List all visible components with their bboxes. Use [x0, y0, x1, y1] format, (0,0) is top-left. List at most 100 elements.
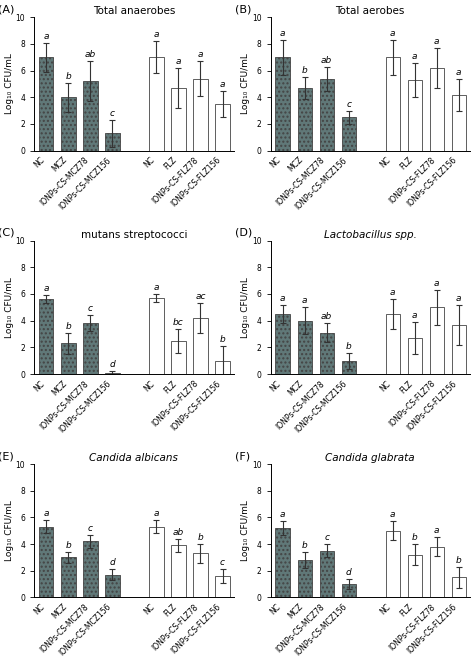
Title: Total aerobes: Total aerobes	[336, 7, 405, 17]
Text: (C): (C)	[0, 228, 15, 238]
Bar	[61, 97, 75, 150]
Bar	[39, 527, 54, 598]
Text: a: a	[220, 79, 225, 89]
Title: Total anaerobes: Total anaerobes	[93, 7, 175, 17]
Bar	[83, 323, 98, 374]
Bar	[385, 57, 400, 150]
Text: c: c	[346, 99, 351, 109]
Bar	[193, 553, 208, 598]
Bar	[215, 361, 230, 374]
Text: c: c	[110, 109, 115, 118]
Y-axis label: Log₁₀ CFU/mL: Log₁₀ CFU/mL	[5, 500, 14, 561]
Bar	[149, 298, 164, 374]
Text: b: b	[346, 342, 352, 351]
Text: c: c	[324, 533, 329, 542]
Text: a: a	[280, 29, 285, 38]
Bar	[342, 584, 356, 598]
Title: Lactobacillus spp.: Lactobacillus spp.	[324, 230, 417, 240]
Title: mutans streptococci: mutans streptococci	[81, 230, 187, 240]
Text: (F): (F)	[235, 451, 250, 461]
Bar	[105, 575, 119, 598]
Bar	[319, 551, 334, 598]
Text: b: b	[65, 541, 71, 550]
Bar	[452, 95, 466, 150]
Text: a: a	[280, 294, 285, 303]
Text: c: c	[220, 559, 225, 567]
Bar	[149, 527, 164, 598]
Text: a: a	[154, 30, 159, 39]
Bar	[452, 324, 466, 374]
Text: a: a	[434, 279, 439, 288]
Text: ac: ac	[195, 293, 206, 301]
Text: b: b	[65, 71, 71, 81]
Bar	[275, 528, 290, 598]
Text: a: a	[390, 289, 395, 297]
Text: ab: ab	[321, 56, 332, 64]
Text: (D): (D)	[235, 228, 252, 238]
Bar	[452, 577, 466, 598]
Text: d: d	[109, 360, 115, 369]
Text: c: c	[88, 305, 93, 313]
Text: c: c	[88, 524, 93, 533]
Bar	[61, 557, 75, 598]
Text: a: a	[44, 32, 49, 40]
Bar	[275, 314, 290, 374]
Bar	[149, 57, 164, 150]
Title: Candida glabrata: Candida glabrata	[325, 453, 415, 463]
Bar	[193, 318, 208, 374]
Bar	[215, 104, 230, 150]
Y-axis label: Log₁₀ CFU/mL: Log₁₀ CFU/mL	[241, 277, 250, 338]
Y-axis label: Log₁₀ CFU/mL: Log₁₀ CFU/mL	[5, 54, 14, 115]
Bar	[342, 117, 356, 150]
Text: a: a	[198, 50, 203, 59]
Bar	[105, 373, 119, 374]
Bar	[385, 314, 400, 374]
Text: b: b	[219, 335, 226, 344]
Bar	[171, 88, 186, 150]
Text: a: a	[154, 283, 159, 292]
Bar	[275, 57, 290, 150]
Text: a: a	[434, 526, 439, 536]
Bar	[429, 307, 444, 374]
Y-axis label: Log₁₀ CFU/mL: Log₁₀ CFU/mL	[241, 500, 250, 561]
Text: a: a	[154, 509, 159, 518]
Bar	[215, 576, 230, 598]
Text: a: a	[434, 37, 439, 46]
Text: a: a	[412, 52, 418, 60]
Bar	[83, 81, 98, 150]
Bar	[298, 560, 312, 598]
Text: b: b	[198, 533, 203, 542]
Bar	[385, 531, 400, 598]
Bar	[39, 299, 54, 374]
Bar	[408, 338, 422, 374]
Bar	[105, 133, 119, 150]
Y-axis label: Log₁₀ CFU/mL: Log₁₀ CFU/mL	[241, 54, 250, 115]
Bar	[429, 547, 444, 598]
Text: bc: bc	[173, 318, 184, 326]
Text: b: b	[412, 533, 418, 542]
Text: a: a	[456, 294, 462, 303]
Bar	[408, 80, 422, 150]
Text: ab: ab	[173, 528, 184, 537]
Bar	[171, 545, 186, 598]
Bar	[319, 79, 334, 150]
Text: b: b	[65, 322, 71, 330]
Text: (E): (E)	[0, 451, 14, 461]
Bar	[319, 333, 334, 374]
Title: Candida albicans: Candida albicans	[90, 453, 178, 463]
Text: a: a	[44, 509, 49, 518]
Bar	[408, 555, 422, 598]
Text: d: d	[346, 568, 352, 577]
Bar	[61, 344, 75, 374]
Text: a: a	[456, 68, 462, 77]
Bar	[342, 361, 356, 374]
Text: a: a	[44, 284, 49, 293]
Bar	[193, 79, 208, 150]
Text: a: a	[280, 510, 285, 520]
Bar	[298, 320, 312, 374]
Text: a: a	[176, 57, 181, 66]
Text: b: b	[302, 66, 308, 75]
Bar	[83, 542, 98, 598]
Text: ab: ab	[85, 50, 96, 59]
Text: d: d	[109, 559, 115, 567]
